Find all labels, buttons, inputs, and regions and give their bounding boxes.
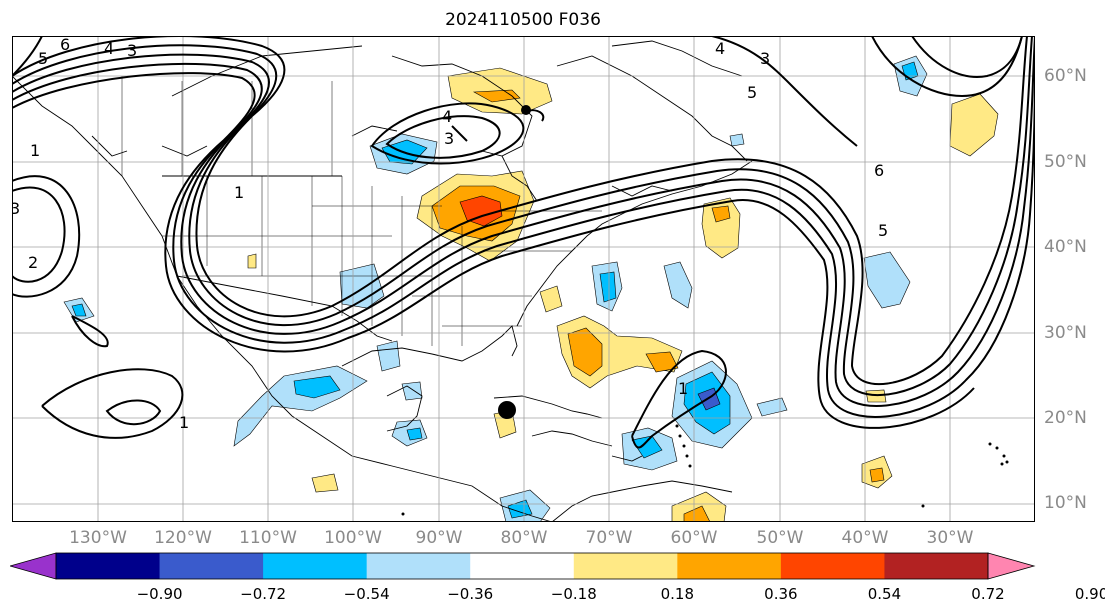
lat-label-30n: 30°N	[1044, 323, 1087, 343]
colorbar-tick-label: 0.90	[1074, 585, 1105, 603]
colorbar-segment	[263, 553, 368, 579]
negative-anomaly-region	[756, 397, 788, 417]
colorbar-segment	[573, 553, 678, 579]
lon-label-100w: 100°W	[324, 528, 382, 548]
colorbar-extend-low	[10, 552, 57, 580]
positive-anomaly-region	[472, 89, 521, 103]
state-borders	[121, 76, 602, 346]
colorbar-segment	[366, 553, 471, 579]
contour-label: 1	[678, 379, 688, 398]
colorbar-tick-label: 0.54	[867, 585, 902, 603]
lon-label-70w: 70°W	[585, 528, 633, 548]
lat-label-10n: 10°N	[1044, 493, 1087, 513]
contour-label: 3	[127, 41, 137, 60]
negative-anomaly-region	[663, 261, 693, 309]
colorbar-tick-label: −0.90	[136, 585, 183, 603]
lon-label-60w: 60°W	[670, 528, 718, 548]
contour-label: 2	[28, 253, 38, 272]
contour-label: 6	[60, 36, 70, 54]
lon-label-30w: 30°W	[926, 528, 974, 548]
colorbar-segment	[159, 553, 264, 579]
colorbar-segment	[780, 553, 885, 579]
negative-anomaly-region	[71, 303, 87, 317]
positive-anomaly-region	[711, 205, 731, 223]
colorbar-tick-label: −0.54	[343, 585, 390, 603]
negative-anomaly-region	[406, 427, 423, 441]
colorbar-segment	[56, 553, 161, 579]
contour-label: 4	[442, 107, 452, 126]
contour-label: 5	[747, 83, 757, 102]
colorbar-tick-label: −0.36	[447, 585, 494, 603]
colorbar-segment	[884, 553, 989, 579]
colorbar-outline	[55, 552, 989, 580]
positive-anomaly-region	[539, 285, 563, 313]
lon-label-120w: 120°W	[154, 528, 212, 548]
island-dots	[401, 424, 1009, 516]
lat-label-60n: 60°N	[1044, 66, 1087, 86]
lon-label-110w: 110°W	[239, 528, 297, 548]
contour-label: 6	[874, 161, 884, 180]
colorbar-tick-label: −0.72	[240, 585, 287, 603]
contour-label: 1	[234, 183, 244, 202]
colorbar	[10, 552, 1036, 580]
height-contours	[12, 36, 1035, 449]
contour-label: 1	[30, 141, 40, 160]
positive-anomaly-region	[869, 467, 885, 483]
colorbar-segment	[677, 553, 782, 579]
colorbar-segment	[470, 553, 575, 579]
storm-center-marker	[498, 401, 516, 419]
weather-map: 6 5 4 3 1 3 2 1 4 3 5 4 3 6 5 1 1	[12, 36, 1035, 522]
graticule	[12, 36, 1035, 522]
low-center-marker	[521, 105, 531, 115]
contour-label: 5	[38, 49, 48, 68]
colorbar-tick-label: −0.18	[550, 585, 597, 603]
negative-anomaly-region	[339, 263, 385, 309]
colorbar-segments	[10, 552, 1036, 580]
colorbar-extend-high	[987, 552, 1036, 580]
map-background	[12, 36, 1035, 522]
positive-anomaly-region	[247, 253, 257, 269]
positive-anomaly-region	[311, 473, 339, 493]
lat-label-50n: 50°N	[1044, 152, 1087, 172]
positive-anomaly-region	[459, 195, 503, 227]
colorbar-tick-label: 0.18	[660, 585, 695, 603]
colorbar-tick-label: 0.72	[971, 585, 1005, 603]
negative-anomaly-region	[863, 251, 911, 309]
negative-anomaly-region	[507, 499, 533, 519]
contour-label: 4	[104, 39, 114, 58]
lon-label-80w: 80°W	[500, 528, 548, 548]
map-frame	[12, 36, 1035, 522]
lon-label-50w: 50°W	[756, 528, 804, 548]
contour-label: 3	[12, 199, 20, 218]
contour-label: 1	[179, 413, 189, 432]
lon-label-40w: 40°W	[841, 528, 889, 548]
lat-label-40n: 40°N	[1044, 237, 1087, 257]
contour-labels: 6 5 4 3 1 3 2 1 4 3 5 4 3 6 5 1 1	[12, 36, 888, 432]
contour-label: 4	[715, 39, 725, 58]
positive-anomaly-region	[683, 505, 711, 522]
contour-label: 5	[878, 221, 888, 240]
map-title: 2024110500 F036	[445, 10, 601, 30]
colorbar-tick-label: 0.36	[764, 585, 798, 603]
lon-label-90w: 90°W	[415, 528, 463, 548]
contour-label: 3	[760, 49, 770, 68]
lon-label-130w: 130°W	[69, 528, 127, 548]
negative-anomaly-region	[631, 435, 663, 459]
contour-label: 3	[444, 129, 454, 148]
negative-anomaly-region	[293, 375, 341, 399]
positive-anomaly-region	[645, 351, 679, 373]
lat-label-20n: 20°N	[1044, 408, 1087, 428]
negative-anomaly-region	[729, 133, 745, 147]
positive-anomaly-region	[567, 327, 603, 377]
